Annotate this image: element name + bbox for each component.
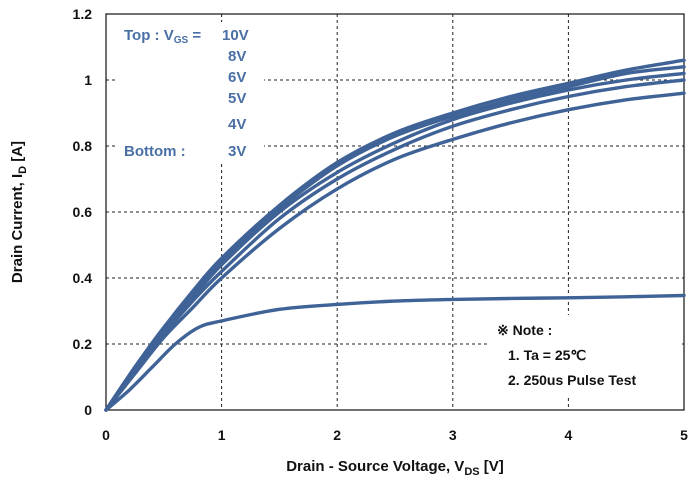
y-tick-label: 1.2 [73, 6, 93, 22]
y-tick-label: 0.4 [73, 270, 93, 286]
y-tick-label: 0.2 [73, 336, 93, 352]
y-tick-label: 0 [84, 402, 92, 418]
y-tick-label: 0.6 [73, 204, 93, 220]
vgs-3v-curve [104, 293, 686, 412]
legend-value-6v: 6V [228, 69, 246, 86]
legend-value-10v: 10V [222, 27, 249, 44]
note-background [490, 315, 680, 395]
legend-background [116, 22, 264, 164]
vgs-6v-curve [104, 71, 686, 412]
y-axis-title: Drain Current, ID [A] [9, 141, 29, 283]
curves [104, 58, 686, 412]
legend: Top : VGS = 10V 8V 6V 5V 4V Bottom : 3V [124, 27, 249, 160]
x-tick-label: 2 [333, 427, 341, 443]
note-line-2: 2. 250us Pulse Test [508, 372, 636, 388]
vgs-4v-curve [104, 91, 686, 412]
legend-bottom-label: Bottom : [124, 143, 186, 160]
x-tick-label: 0 [102, 427, 110, 443]
x-tick-label: 4 [565, 427, 573, 443]
x-axis-title: Drain - Source Voltage, VDS [V] [286, 458, 504, 478]
x-tick-label: 1 [218, 427, 226, 443]
x-tick-label: 3 [449, 427, 457, 443]
vgs-8v-curve [104, 65, 686, 412]
vgs-5v-curve [104, 78, 686, 412]
note-box: ※ Note : 1. Ta = 25℃ 2. 250us Pulse Test [497, 322, 636, 388]
legend-top-label: Top : VGS = [124, 27, 201, 46]
plot-area-frame [105, 13, 685, 411]
note-title: ※ Note : [497, 322, 552, 338]
grid-lines [106, 14, 684, 410]
y-tick-label: 0.8 [73, 138, 93, 154]
tick-labels: 0 1 2 3 4 5 0 0.2 0.4 0.6 0.8 1 1.2 [73, 6, 688, 443]
y-tick-label: 1 [84, 72, 92, 88]
legend-value-5v: 5V [228, 90, 246, 107]
legend-value-3v: 3V [228, 143, 246, 160]
x-tick-label: 5 [680, 427, 688, 443]
note-line-1: 1. Ta = 25℃ [508, 347, 586, 363]
legend-value-8v: 8V [228, 48, 246, 65]
legend-value-4v: 4V [228, 116, 246, 133]
